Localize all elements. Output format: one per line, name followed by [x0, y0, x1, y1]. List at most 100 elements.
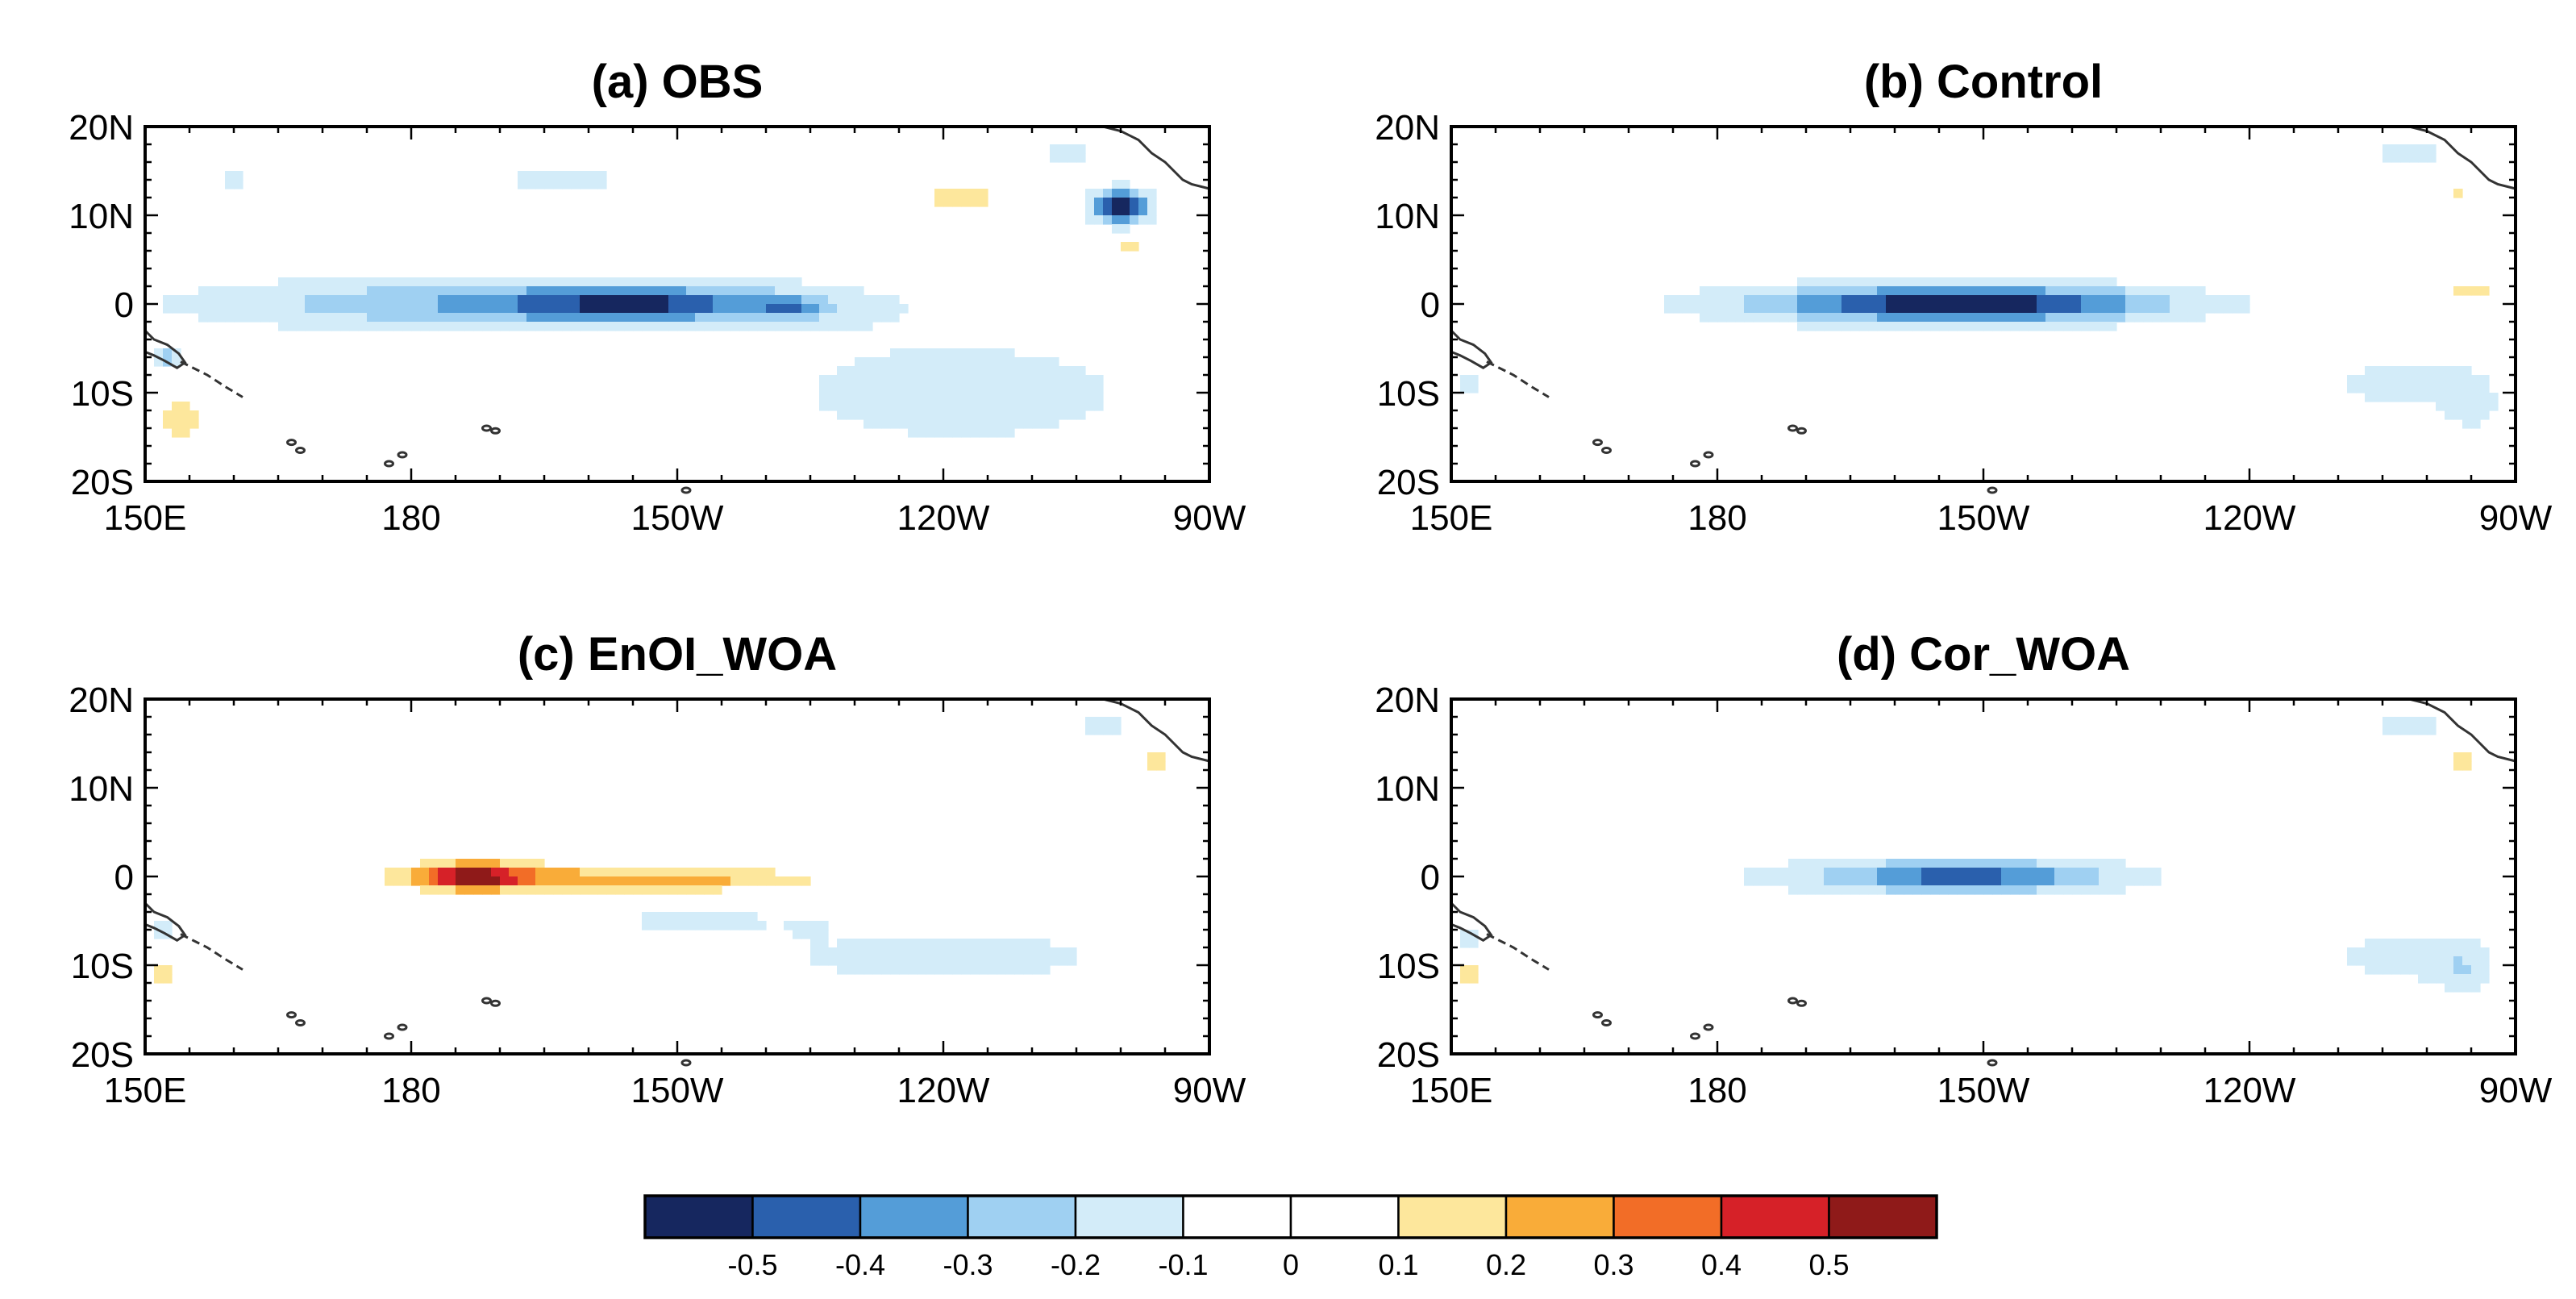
field-cell — [526, 322, 536, 331]
field-cell — [1948, 859, 1958, 868]
field-cell — [1005, 410, 1015, 420]
field-cell — [376, 304, 385, 314]
field-cell — [535, 322, 545, 331]
field-cell — [970, 357, 980, 367]
field-cell — [1771, 295, 1780, 305]
field-cell — [172, 419, 181, 429]
field-cell — [1966, 295, 1975, 305]
field-cell — [1859, 295, 1869, 305]
field-cell — [234, 180, 243, 189]
field-cell — [943, 348, 953, 358]
field-cell — [518, 277, 527, 287]
field-cell — [526, 304, 536, 314]
field-cell — [1921, 277, 1931, 287]
field-cell — [651, 304, 660, 314]
field-cell — [651, 277, 660, 287]
field-cell — [686, 277, 696, 287]
field-cell — [784, 277, 793, 287]
field-cell — [544, 277, 554, 287]
field-cell — [686, 912, 696, 922]
field-cell — [2382, 375, 2392, 385]
field-cell — [172, 428, 181, 438]
field-cell — [1067, 410, 1077, 420]
field-cell — [1076, 366, 1086, 376]
field-cell — [2391, 947, 2401, 957]
field-cell — [1121, 189, 1130, 198]
field-cell — [872, 419, 882, 429]
field-cell — [1147, 761, 1157, 771]
field-cell — [491, 277, 501, 287]
field-cell — [926, 410, 935, 420]
colorbar-label: 0.3 — [1593, 1248, 1633, 1281]
field-cell — [562, 876, 572, 886]
field-cell — [739, 876, 749, 886]
field-cell — [2445, 402, 2454, 411]
field-cell — [1094, 375, 1104, 385]
field-cell — [2382, 939, 2392, 948]
field-cell — [1815, 885, 1825, 895]
field-cell — [677, 295, 687, 305]
y-tick-label: 10N — [69, 769, 134, 809]
field-cell — [1930, 277, 1940, 287]
field-cell — [695, 912, 705, 922]
field-cell — [1717, 295, 1727, 305]
field-cell — [2072, 295, 2082, 305]
field-cell — [2010, 277, 2020, 287]
field-cell — [846, 393, 855, 402]
colorbar-swatch — [1613, 1194, 1723, 1239]
field-cell — [881, 313, 891, 323]
field-cell — [278, 304, 288, 314]
field-cell — [1983, 876, 1993, 886]
field-cell — [997, 947, 1006, 957]
field-cell — [2241, 304, 2250, 314]
field-cell — [278, 313, 288, 323]
field-cell — [580, 180, 589, 189]
field-cell — [926, 956, 935, 966]
field-cell — [1094, 206, 1104, 216]
field-cell — [793, 313, 802, 323]
field-cell — [1708, 295, 1718, 305]
field-cell — [739, 286, 749, 296]
field-cell — [1824, 304, 1833, 314]
field-cell — [1895, 885, 1904, 895]
field-cell — [1966, 322, 1975, 331]
field-cell — [1112, 189, 1122, 198]
field-cell — [1806, 876, 1816, 886]
field-cell — [686, 295, 696, 305]
field-cell — [2409, 375, 2419, 385]
field-cell — [1895, 295, 1904, 305]
field-cell — [2054, 859, 2064, 868]
field-cell — [651, 295, 660, 305]
field-cell — [1841, 295, 1851, 305]
field-cell — [819, 313, 829, 323]
field-cell — [1983, 868, 1993, 877]
field-cell — [216, 313, 226, 323]
field-cell — [1912, 313, 1922, 323]
field-cell — [837, 304, 847, 314]
field-cell — [2081, 295, 2091, 305]
field-cell — [793, 930, 802, 939]
field-cell — [926, 428, 935, 438]
field-cell — [695, 295, 705, 305]
field-cell — [1992, 313, 2002, 323]
field-cell — [1833, 868, 1842, 877]
field-cell — [1859, 277, 1869, 287]
field-cell — [917, 366, 926, 376]
field-cell — [899, 947, 909, 957]
y-tick-label: 0 — [1421, 285, 1440, 325]
field-cell — [2108, 313, 2117, 323]
field-cell — [1103, 215, 1113, 225]
field-cell — [899, 304, 909, 314]
field-cell — [1983, 277, 1993, 287]
field-cell — [1895, 313, 1904, 323]
field-cell — [961, 410, 971, 420]
field-cell — [2462, 410, 2472, 420]
field-cell — [899, 965, 909, 975]
axis-ticks — [1450, 697, 2517, 1055]
field-cell — [2480, 974, 2490, 984]
field-cell — [704, 921, 714, 931]
field-cell — [855, 295, 864, 305]
field-cell — [1779, 876, 1789, 886]
field-cell — [2045, 277, 2055, 287]
